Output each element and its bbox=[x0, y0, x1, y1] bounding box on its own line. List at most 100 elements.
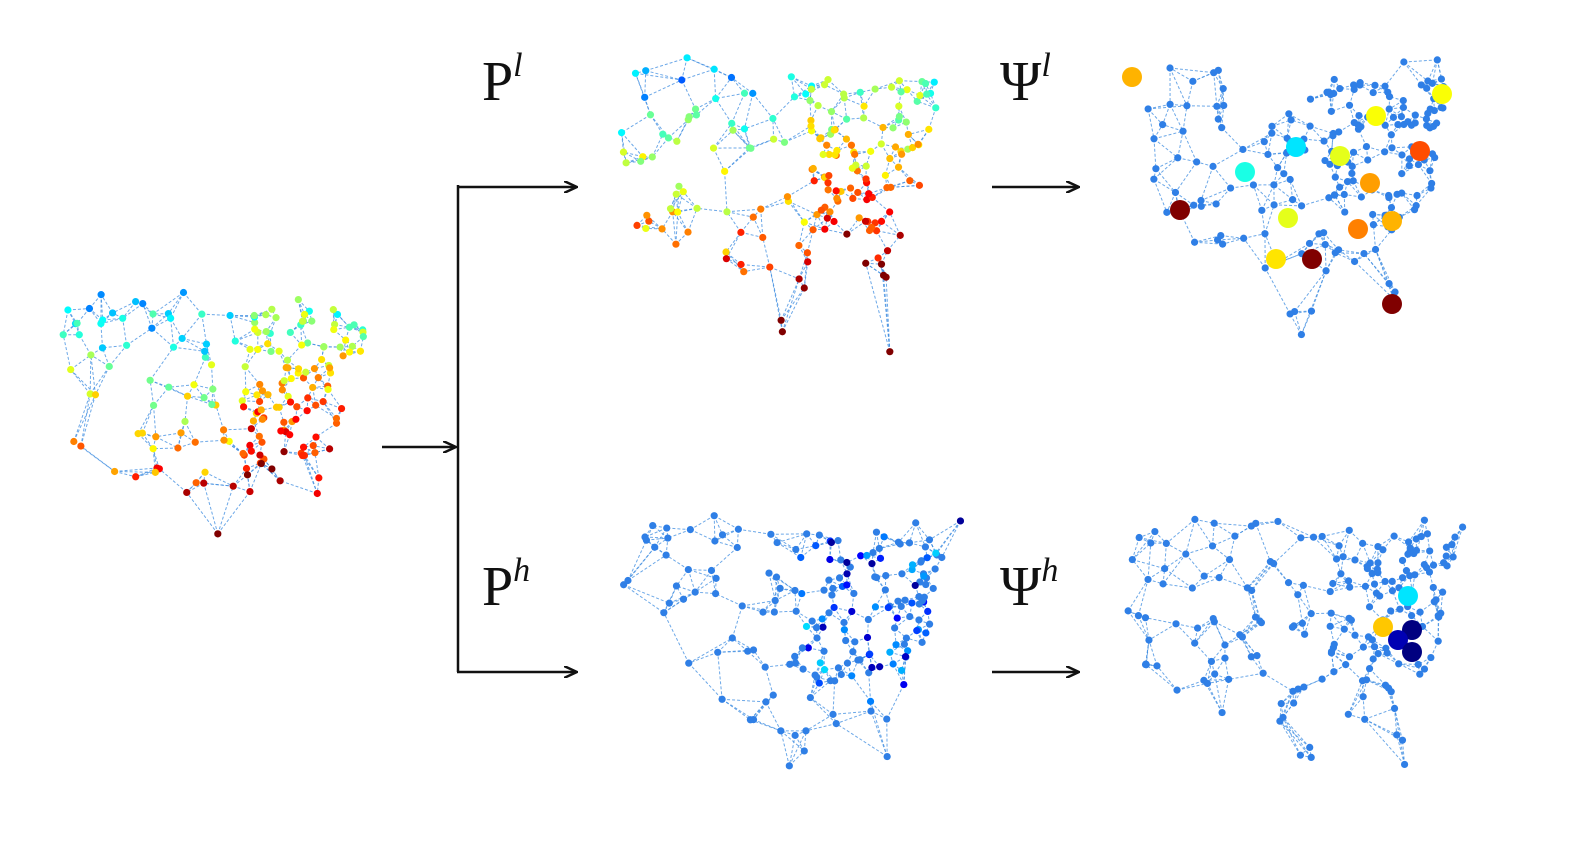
edge bbox=[152, 448, 156, 473]
node bbox=[918, 638, 926, 646]
node bbox=[868, 560, 876, 568]
node bbox=[744, 647, 752, 655]
edge bbox=[1234, 522, 1257, 537]
edge bbox=[152, 292, 184, 315]
node bbox=[1359, 539, 1367, 547]
edge bbox=[1375, 229, 1393, 250]
edge bbox=[170, 318, 183, 339]
edge bbox=[89, 354, 92, 394]
node bbox=[1162, 539, 1170, 548]
edge bbox=[1156, 665, 1178, 691]
edge bbox=[1166, 519, 1196, 544]
edge bbox=[62, 334, 72, 370]
node bbox=[264, 340, 272, 348]
edge bbox=[1228, 672, 1264, 680]
node bbox=[1405, 155, 1414, 163]
edge bbox=[1185, 553, 1205, 577]
edge bbox=[682, 191, 698, 209]
label-sup: l bbox=[1041, 47, 1050, 84]
edge bbox=[881, 220, 901, 236]
node bbox=[1337, 570, 1345, 578]
edge bbox=[1147, 542, 1152, 580]
node bbox=[1134, 612, 1143, 620]
edge bbox=[232, 468, 247, 487]
node-large bbox=[1360, 173, 1380, 193]
node bbox=[1341, 208, 1349, 216]
node bbox=[828, 591, 836, 599]
node bbox=[1363, 564, 1371, 573]
node bbox=[866, 650, 874, 658]
edge bbox=[90, 354, 110, 367]
edge bbox=[1289, 313, 1302, 335]
edge bbox=[332, 309, 350, 328]
node bbox=[293, 403, 301, 411]
node bbox=[1191, 639, 1199, 647]
node bbox=[1439, 104, 1447, 112]
edge bbox=[798, 252, 808, 280]
edge bbox=[1220, 235, 1244, 239]
node bbox=[901, 653, 910, 661]
edge bbox=[725, 232, 742, 253]
node bbox=[1369, 88, 1377, 97]
node bbox=[1355, 111, 1363, 120]
node bbox=[1434, 612, 1442, 620]
node bbox=[914, 140, 922, 148]
node bbox=[73, 319, 81, 327]
edge bbox=[851, 675, 871, 702]
node bbox=[70, 437, 78, 446]
node bbox=[1349, 177, 1357, 185]
node bbox=[1411, 571, 1419, 579]
node bbox=[837, 670, 845, 679]
node bbox=[1365, 664, 1374, 673]
node bbox=[258, 387, 267, 395]
node bbox=[1193, 158, 1201, 166]
node bbox=[804, 258, 812, 266]
node bbox=[898, 150, 906, 158]
node bbox=[664, 134, 673, 142]
node bbox=[1213, 102, 1221, 110]
node bbox=[1424, 77, 1432, 85]
node bbox=[1318, 675, 1326, 683]
edge bbox=[677, 186, 680, 213]
node bbox=[1166, 100, 1174, 108]
node bbox=[1144, 575, 1152, 584]
node bbox=[314, 374, 322, 382]
edge bbox=[1242, 620, 1261, 638]
node bbox=[1270, 201, 1278, 209]
node bbox=[1344, 577, 1353, 585]
edge bbox=[1221, 127, 1244, 150]
node bbox=[824, 76, 832, 84]
edge bbox=[1194, 235, 1221, 243]
node bbox=[1362, 676, 1371, 684]
node bbox=[692, 111, 701, 119]
edge bbox=[788, 730, 807, 767]
node bbox=[1259, 669, 1267, 677]
node bbox=[920, 572, 928, 580]
node bbox=[826, 555, 834, 564]
node bbox=[149, 310, 157, 318]
node bbox=[1193, 624, 1202, 632]
node bbox=[1388, 587, 1397, 595]
node bbox=[1294, 685, 1302, 693]
node bbox=[1385, 280, 1393, 288]
edge bbox=[781, 287, 805, 332]
node bbox=[1379, 546, 1387, 554]
node bbox=[893, 614, 901, 622]
node bbox=[299, 443, 308, 451]
edge bbox=[1363, 253, 1390, 284]
node bbox=[1351, 631, 1359, 639]
edge bbox=[1193, 203, 1217, 206]
node bbox=[1287, 116, 1295, 124]
node bbox=[906, 177, 914, 185]
node bbox=[790, 93, 799, 101]
node bbox=[1214, 66, 1222, 74]
graph bbox=[620, 512, 965, 770]
edge bbox=[1273, 537, 1302, 564]
node bbox=[1368, 569, 1376, 578]
node bbox=[1448, 541, 1456, 549]
node bbox=[342, 336, 350, 344]
node bbox=[737, 228, 745, 236]
edge bbox=[717, 652, 723, 700]
node bbox=[356, 347, 365, 355]
node bbox=[818, 615, 826, 623]
